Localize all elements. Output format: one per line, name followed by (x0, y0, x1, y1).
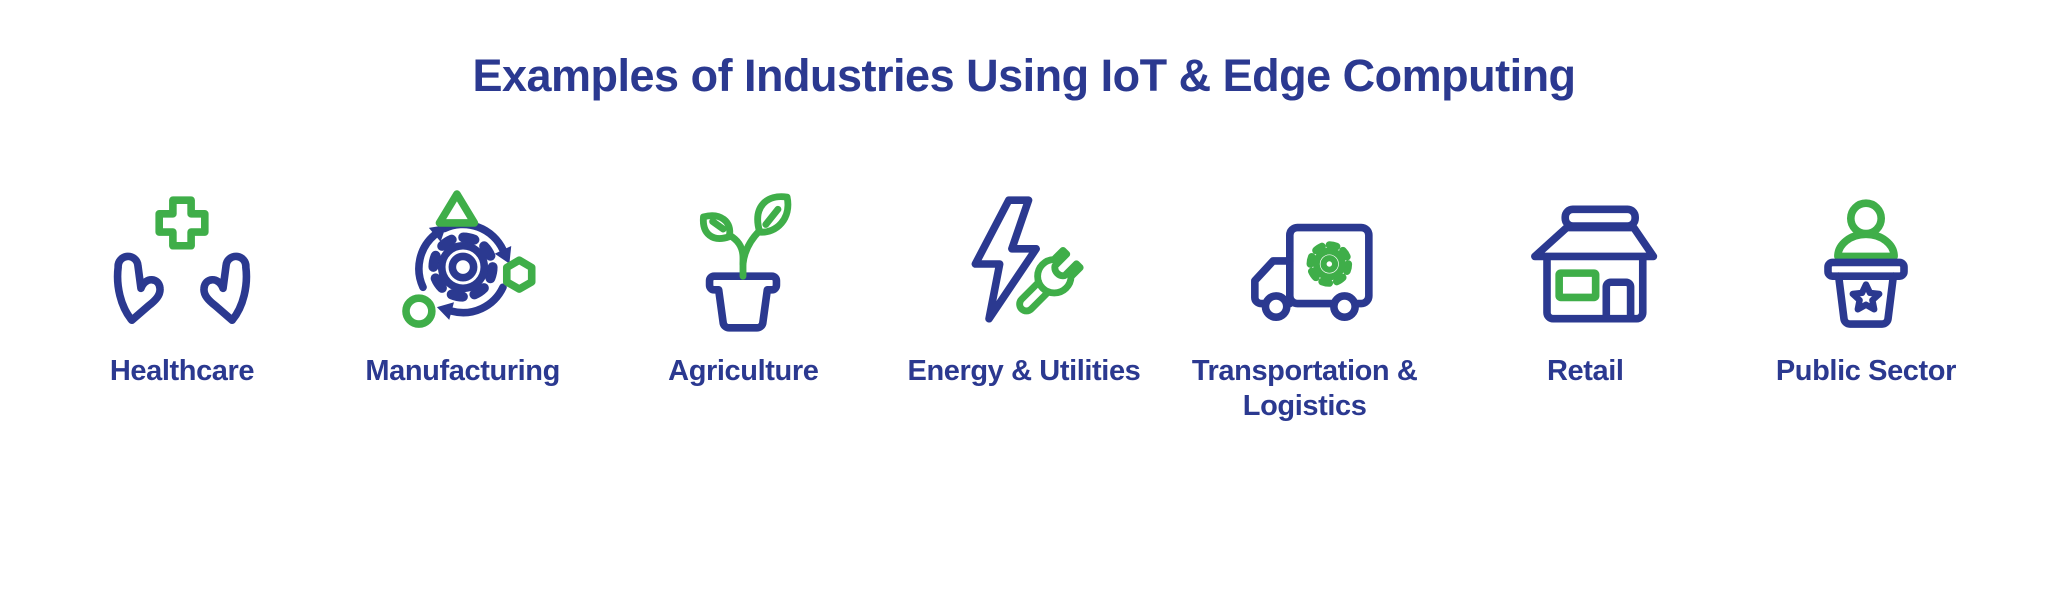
storefront-icon (1505, 184, 1665, 344)
hands-medical-cross-icon (102, 184, 262, 344)
industry-healthcare: Healthcare (58, 184, 306, 389)
gear-cycle-arrows-icon (383, 184, 543, 344)
industry-agriculture: Agriculture (619, 184, 867, 389)
plant-in-pot-icon (663, 184, 823, 344)
industry-energy-utilities: Energy & Utilities (900, 184, 1148, 389)
lightning-bolt-wrench-icon (944, 184, 1104, 344)
industry-label: Agriculture (668, 355, 819, 387)
industry-transportation-logistics: Transportation & Logistics (1181, 184, 1429, 424)
industry-label: Public Sector (1775, 355, 1957, 387)
infographic: Examples of Industries Using IoT & Edge … (0, 50, 2048, 591)
industry-manufacturing: Manufacturing (339, 184, 587, 389)
industry-retail: Retail (1461, 184, 1709, 389)
speaker-podium-star-icon (1786, 184, 1946, 344)
industry-label: Retail (1546, 355, 1624, 387)
industry-label: Manufacturing (365, 355, 560, 387)
industry-public-sector: Public Sector (1742, 184, 1990, 389)
industry-label: Energy & Utilities (907, 355, 1141, 387)
industry-label: Transportation & Logistics (1191, 355, 1418, 422)
page-title: Examples of Industries Using IoT & Edge … (472, 50, 1576, 101)
industries-row: Healthcare (0, 184, 2048, 424)
industry-label: Healthcare (109, 355, 255, 387)
truck-gear-icon (1225, 184, 1385, 344)
